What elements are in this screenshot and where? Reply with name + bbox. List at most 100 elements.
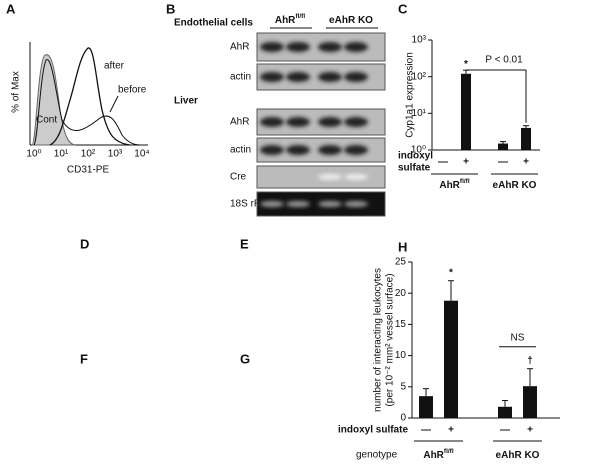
annotation: P < 0.01: [485, 55, 523, 66]
band: [318, 201, 342, 207]
band: [260, 42, 284, 52]
bar: [419, 396, 433, 418]
panel-label: G: [240, 351, 250, 366]
y-tick-label: 10³: [412, 35, 427, 46]
blot-row-label: AhR: [230, 42, 249, 53]
curve-label: after: [104, 61, 125, 72]
bar: [444, 300, 458, 418]
band: [344, 72, 368, 82]
row-label: sulfate: [398, 163, 431, 174]
label-text: eAhR KO: [493, 180, 537, 191]
y-tick-label: 20: [395, 288, 407, 299]
y-axis-label: % of Max: [11, 71, 22, 113]
row-label: indoxyl: [398, 151, 433, 162]
blot-row-label: actin: [230, 145, 251, 156]
panel-label: B: [166, 1, 175, 16]
x-tick-label: +: [448, 425, 454, 436]
band: [318, 145, 342, 155]
bar: [498, 143, 508, 150]
x-tick-label: —: [500, 425, 510, 436]
label-superscript: fl/fl: [444, 448, 454, 455]
x-tick-label: 10⁰: [26, 149, 41, 160]
blots: Endothelial cells AhRfl/fl eAhR KOLiverAhR…: [174, 13, 386, 217]
label-text: AhR: [275, 15, 296, 26]
y-tick-label: 10⁰: [411, 145, 426, 156]
band: [260, 72, 284, 82]
label-text: eAhR KO: [329, 15, 373, 26]
y-tick-label: 15: [395, 319, 407, 330]
label: eAhR KO: [329, 15, 373, 26]
panel-label: H: [398, 239, 407, 254]
label: AhRfl/fl: [439, 178, 470, 191]
band: [344, 201, 368, 207]
y-tick-label: 5: [400, 381, 406, 392]
x-tick-label: +: [527, 425, 533, 436]
bar: [498, 406, 512, 418]
panel-label: C: [398, 1, 408, 16]
x-tick-label: —: [421, 425, 431, 436]
band: [286, 42, 310, 52]
x-tick-label: 10²: [81, 149, 96, 160]
band: [344, 145, 368, 155]
x-tick-label: 10⁴: [134, 149, 149, 160]
y-tick-label: 10¹: [412, 108, 427, 119]
label-text: AhR: [423, 450, 444, 461]
x-tick-label: +: [523, 157, 529, 168]
curve-label: Cont: [36, 115, 57, 126]
band: [260, 201, 284, 207]
band: [286, 72, 310, 82]
band: [318, 174, 342, 180]
label-superscript: fl/fl: [295, 13, 305, 20]
band: [344, 174, 368, 180]
curve-label: before: [118, 85, 147, 96]
bar: [521, 127, 531, 150]
bar: [523, 386, 537, 418]
panel-label: D: [80, 236, 89, 251]
band: [318, 72, 342, 82]
label: eAhR KO: [496, 450, 540, 461]
panel-label: E: [240, 236, 249, 251]
y-tick-label: 25: [395, 257, 407, 268]
panel-label: A: [6, 1, 16, 16]
band: [344, 117, 368, 127]
annotation: †: [527, 355, 533, 366]
band: [318, 117, 342, 127]
x-tick-label: +: [463, 157, 469, 168]
x-tick-label: 10¹: [54, 149, 69, 160]
label: eAhR KO: [493, 180, 537, 191]
label-text: AhR: [439, 180, 460, 191]
before-curve: [33, 59, 141, 146]
x-tick-label: —: [438, 157, 448, 168]
annotation: NS: [511, 332, 525, 343]
panel-label: F: [80, 351, 88, 366]
label: AhRfl/fl: [275, 13, 306, 26]
band: [260, 145, 284, 155]
after-curve: [49, 47, 131, 146]
y-tick-label: 0: [400, 413, 406, 424]
label-text: eAhR KO: [496, 450, 540, 461]
flow-histogram: [29, 42, 148, 146]
blot-row-label: actin: [230, 72, 251, 83]
pointer: [109, 95, 119, 113]
x-axis-label: CD31-PE: [67, 165, 110, 176]
band: [344, 42, 368, 52]
blot-row-label: 18S rRNA: [230, 199, 275, 210]
band: [260, 117, 284, 127]
label-superscript: fl/fl: [460, 178, 470, 185]
y-tick-label: 10: [395, 350, 407, 361]
y-tick-label: 10²: [412, 71, 427, 82]
row-label: indoxyl sulfate: [338, 425, 408, 436]
annotation: *: [464, 59, 468, 70]
label: AhRfl/fl: [423, 448, 454, 461]
y-axis-label: number of interacting leukocytes: [373, 268, 384, 412]
band: [286, 201, 310, 207]
band: [286, 117, 310, 127]
y-axis-label: (per 10⁻² mm² vessel surface): [385, 273, 396, 406]
blot-row-label: Cre: [230, 172, 247, 183]
blot-header: Endothelial cells: [174, 18, 253, 29]
bar: [461, 73, 471, 150]
blot-row-label: AhR: [230, 117, 249, 128]
row-label: genotype: [356, 450, 398, 461]
blot-header: Liver: [174, 96, 198, 107]
